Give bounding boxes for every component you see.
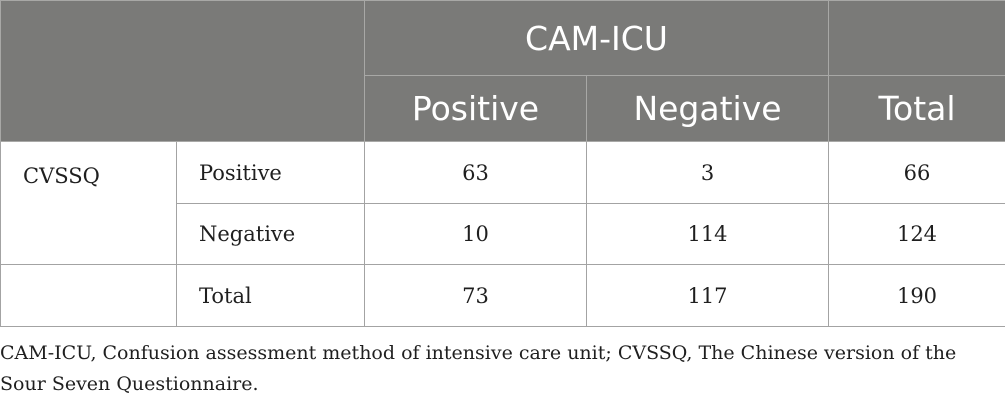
- col-header-negative: Negative: [586, 75, 829, 142]
- table-row: Total 73 117 190: [0, 264, 1005, 327]
- table-cell: 73: [364, 264, 587, 327]
- header-corner-cell: [0, 0, 365, 142]
- table-cell: 10: [364, 203, 587, 265]
- table-cell: 66: [828, 141, 1005, 204]
- table-row: CVSSQ Positive 63 3 66: [0, 141, 1005, 265]
- header-empty-cell: [828, 0, 1005, 76]
- table-cell: 117: [586, 264, 829, 327]
- table-cell: 124: [828, 203, 1005, 265]
- row-label: Total: [176, 264, 365, 327]
- row-label: Negative: [176, 203, 365, 265]
- col-header-total: Total: [828, 75, 1005, 142]
- table-row: Negative 10 114 124: [1, 203, 1005, 265]
- table-footnote: CAM-ICU, Confusion assessment method of …: [0, 342, 957, 395]
- table-cell: 63: [364, 141, 587, 204]
- row-group-label: CVSSQ: [0, 141, 177, 265]
- contingency-table: CAM-ICU Positive Negative Total CVSSQ Po…: [0, 0, 1005, 327]
- table-cell: 3: [586, 141, 829, 204]
- table-cell: 114: [586, 203, 829, 265]
- empty-cell: [0, 264, 177, 327]
- col-header-positive: Positive: [364, 75, 587, 142]
- header-row-top: CAM-ICU: [0, 0, 1005, 142]
- row-label: Positive: [176, 141, 365, 204]
- header-row-columns: Positive Negative Total: [1, 75, 1005, 142]
- table-cell: 190: [828, 264, 1005, 327]
- cam-icu-header: CAM-ICU: [364, 0, 829, 76]
